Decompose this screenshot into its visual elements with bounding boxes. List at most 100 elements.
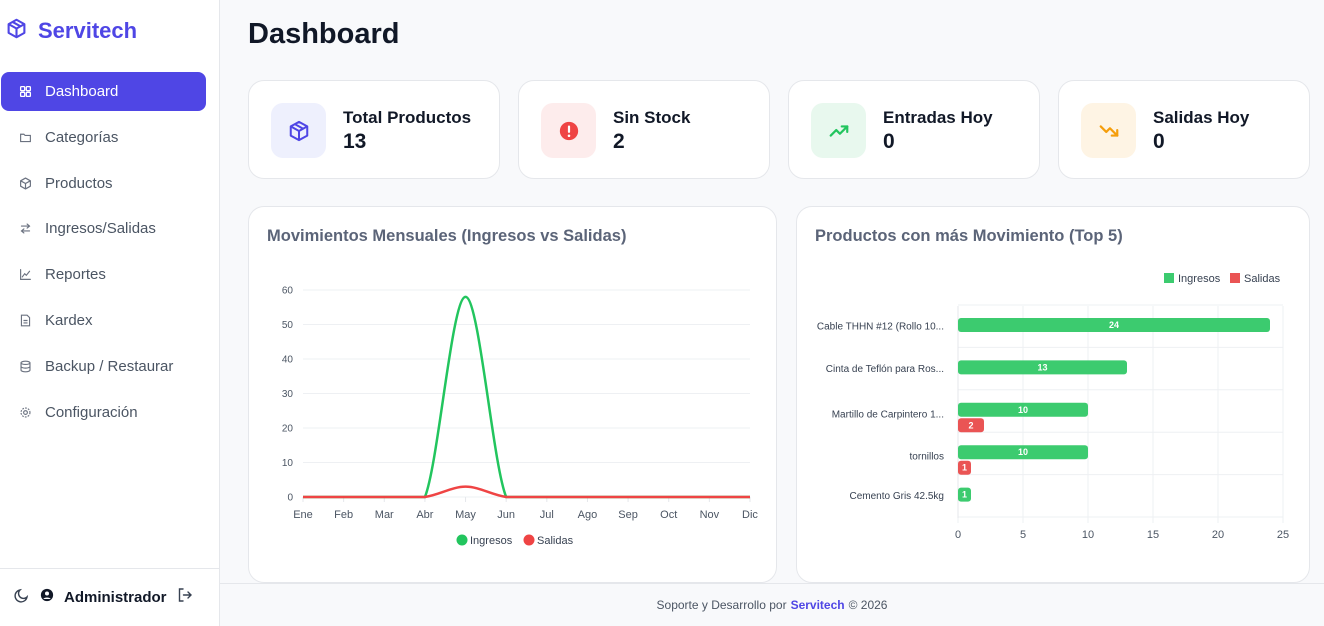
brand-name: Servitech	[38, 18, 138, 43]
bar-ingresos	[958, 445, 1088, 460]
trend-up-icon	[811, 103, 866, 158]
x-tick-label: Abr	[416, 509, 433, 521]
x-tick-label: Ago	[578, 509, 598, 521]
x-tick-label: Dic	[742, 509, 758, 521]
category-label: Martillo de Carpintero 1...	[832, 409, 944, 420]
legend-marker	[1164, 273, 1174, 283]
sidebar-item-configuracion[interactable]: Configuración	[1, 393, 206, 432]
moon-icon[interactable]	[14, 587, 30, 608]
folder-icon	[18, 130, 32, 144]
bar-ingresos	[958, 318, 1270, 332]
stat-card-total-productos: Total Productos 13	[248, 80, 500, 179]
bar-value-label: 10	[1018, 447, 1028, 457]
x-tick-label: Feb	[334, 509, 353, 521]
x-tick-label: 25	[1277, 529, 1289, 541]
stat-value: 13	[343, 130, 367, 153]
category-label: Cinta de Teflón para Ros...	[826, 364, 944, 375]
sidebar-item-kardex[interactable]: Kardex	[1, 301, 206, 340]
sidebar-item-label: Ingresos/Salidas	[45, 220, 156, 238]
x-tick-label: 0	[955, 529, 961, 541]
sidebar-item-label: Categorías	[45, 128, 119, 146]
box-icon	[18, 176, 32, 190]
x-tick-label: Jul	[540, 509, 554, 521]
footer-brand-link[interactable]: Servitech	[790, 598, 845, 612]
stat-label: Salidas Hoy	[1153, 108, 1250, 127]
x-tick-label: 20	[1212, 529, 1224, 541]
y-tick-label: 50	[282, 320, 294, 331]
box-icon	[271, 103, 326, 158]
legend-label: Ingresos	[1178, 273, 1221, 285]
y-tick-label: 30	[282, 389, 294, 400]
bar-value-label: 2	[968, 420, 973, 430]
stat-label: Sin Stock	[613, 108, 691, 127]
stat-value: 0	[883, 130, 895, 153]
sidebar-item-backup[interactable]: Backup / Restaurar	[1, 347, 206, 386]
sidebar-item-productos[interactable]: Productos	[1, 164, 206, 203]
stat-label: Entradas Hoy	[883, 108, 993, 127]
x-tick-label: Oct	[660, 509, 677, 521]
sidebar-footer: Administrador	[0, 568, 220, 626]
legend-marker	[523, 534, 535, 546]
x-tick-label: Ene	[293, 509, 313, 521]
x-tick-label: 15	[1147, 529, 1159, 541]
sidebar-item-categorias[interactable]: Categorías	[1, 118, 206, 157]
bar-value-label: 10	[1018, 405, 1028, 415]
x-tick-label: 5	[1020, 529, 1026, 541]
series-line-ingresos	[303, 295, 750, 499]
sidebar-item-label: Backup / Restaurar	[45, 357, 174, 375]
stat-card-sin-stock: Sin Stock 2	[518, 80, 770, 179]
trend-down-icon	[1081, 103, 1136, 158]
bar-chart: 0 5 10 15 20 25 Cable THHN #12 (Rollo 10... 24 C…	[817, 273, 1289, 541]
gear-icon	[18, 405, 32, 419]
bar-value-label: 13	[1037, 362, 1047, 372]
sidebar: Servitech Dashboard Categorías Productos…	[0, 0, 220, 626]
stat-label: Total Productos	[343, 108, 472, 127]
y-tick-label: 10	[282, 458, 294, 469]
sidebar-item-label: Kardex	[45, 311, 93, 329]
stat-card-salidas-hoy: Salidas Hoy 0	[1058, 80, 1310, 179]
user-circle-icon	[40, 588, 54, 607]
x-tick-label: Sep	[618, 509, 638, 521]
stat-value: 2	[613, 130, 625, 153]
legend-label: Salidas	[1244, 273, 1281, 285]
stat-card-entradas-hoy: Entradas Hoy 0	[788, 80, 1040, 179]
series-line-salidas	[303, 485, 750, 499]
legend-label: Ingresos	[470, 535, 513, 547]
category-label: tornillos	[910, 452, 944, 463]
bar-ingresos	[958, 360, 1127, 375]
sidebar-item-reportes[interactable]: Reportes	[1, 255, 206, 294]
x-tick-label: Mar	[375, 509, 394, 521]
database-icon	[18, 359, 32, 373]
page-footer: Soporte y Desarrollo por Servitech © 202…	[220, 583, 1324, 626]
arrows-icon	[18, 222, 32, 236]
box-icon	[6, 18, 27, 44]
monthly-movements-panel: Movimientos Mensuales (Ingresos vs Salid…	[248, 206, 777, 583]
chart-title: Movimientos Mensuales (Ingresos vs Salid…	[267, 227, 627, 245]
brand[interactable]: Servitech	[6, 18, 137, 44]
bar-value-label: 1	[962, 490, 967, 500]
document-icon	[18, 313, 32, 327]
sidebar-nav: Dashboard Categorías Productos Ingresos/…	[0, 72, 220, 438]
page-title: Dashboard	[248, 18, 400, 50]
y-tick-label: 0	[287, 493, 293, 504]
y-tick-label: 20	[282, 424, 294, 435]
bar-salidas	[958, 460, 971, 475]
logout-icon[interactable]	[177, 587, 193, 608]
x-tick-label: May	[455, 509, 476, 521]
bar-ingresos	[958, 487, 971, 502]
user-name: Administrador	[64, 589, 167, 606]
bar-ingresos	[958, 402, 1088, 417]
y-tick-label: 40	[282, 355, 294, 366]
legend-label: Salidas	[537, 535, 574, 547]
category-label: Cemento Gris 42.5kg	[850, 491, 945, 502]
sidebar-item-label: Configuración	[45, 403, 138, 421]
category-label: Cable THHN #12 (Rollo 10...	[817, 322, 944, 333]
grid-icon	[18, 85, 32, 99]
sidebar-item-label: Dashboard	[45, 83, 119, 100]
x-tick-label: 10	[1082, 529, 1094, 541]
alert-icon	[541, 103, 596, 158]
sidebar-item-dashboard[interactable]: Dashboard	[1, 72, 206, 111]
bar-salidas	[958, 418, 984, 433]
chart-line-icon	[18, 268, 32, 282]
sidebar-item-ingresos-salidas[interactable]: Ingresos/Salidas	[1, 209, 206, 248]
